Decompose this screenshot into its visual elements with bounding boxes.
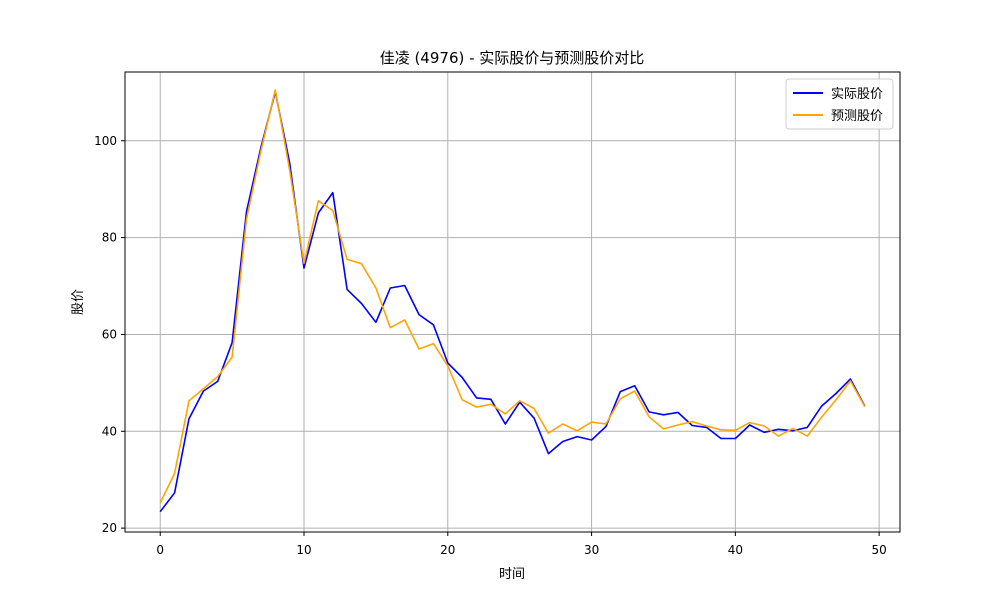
x-tick-label: 10 [296, 543, 311, 557]
legend-label-predicted: 预测股价 [831, 109, 883, 124]
series-line-predicted [159, 89, 866, 504]
y-tick-label: 20 [102, 521, 117, 535]
grid [125, 72, 900, 532]
y-axis-label: 股价 [71, 289, 86, 315]
y-tick-label: 80 [102, 231, 117, 245]
chart-title: 佳凌 (4976) - 实际股价与预测股价对比 [380, 49, 645, 67]
x-tick-label: 20 [440, 543, 455, 557]
y-tick-label: 40 [102, 424, 117, 438]
plot-frame [124, 71, 901, 533]
legend: 实际股价 预测股价 [785, 78, 894, 130]
series-layer [159, 89, 866, 513]
x-axis-label: 时间 [499, 567, 525, 582]
y-tick-label: 60 [102, 327, 117, 341]
ticks: 0 10 20 30 40 50 20 40 60 80 100 [94, 134, 887, 557]
x-tick-label: 0 [156, 543, 164, 557]
x-tick-label: 40 [728, 543, 743, 557]
legend-box [785, 78, 894, 130]
y-tick-label: 100 [94, 134, 117, 148]
x-tick-label: 30 [584, 543, 599, 557]
x-tick-label: 50 [872, 543, 887, 557]
legend-label-actual: 实际股价 [831, 87, 883, 102]
